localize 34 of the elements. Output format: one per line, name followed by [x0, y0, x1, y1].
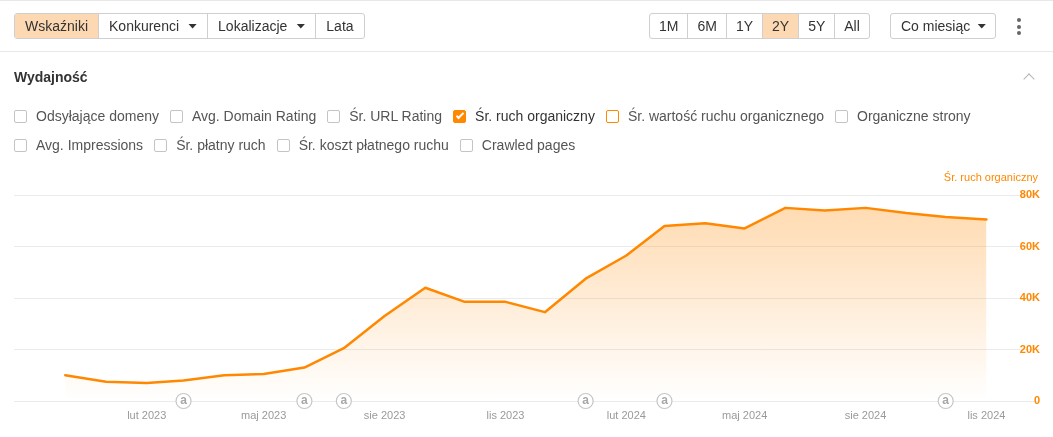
x-tick-label: maj 2023: [241, 408, 287, 421]
text: Śr. URL Rating: [349, 108, 443, 124]
x-tick-label: sie 2023: [363, 408, 406, 421]
y-tick-label: 60K: [1019, 239, 1041, 252]
annotation: a: [661, 392, 669, 407]
x-tick-label: sie 2024: [844, 408, 887, 421]
x-tick-label: lis 2024: [967, 408, 1006, 421]
period-group: 1M 6M 1Y 2Y 5Y All: [649, 13, 870, 39]
x-tick-label: lut 2023: [127, 408, 167, 421]
text: Śr. wartość ruchu organicznego: [627, 108, 825, 124]
x-tick-label: lis 2023: [486, 408, 525, 421]
y-tick-label: 40K: [1019, 291, 1041, 304]
tab-group: Wskaźniki Konkurenci Lokalizacje Lata: [14, 13, 365, 39]
annotation: a: [942, 392, 950, 407]
text: Avg. Domain Rating: [191, 108, 317, 124]
text: Śr. ruch organiczny: [475, 108, 595, 124]
text: Odsyłające domeny: [36, 108, 159, 124]
text: Crawled pages: [481, 137, 576, 153]
dropdown: Co miesiąc: [890, 13, 997, 39]
x-tick-label: lut 2024: [606, 408, 646, 421]
text: Śr. koszt płatnego ruchu: [298, 137, 449, 153]
y-tick-label: 20K: [1019, 342, 1041, 355]
text: Avg. Impressions: [36, 137, 144, 153]
y-tick-label: 0: [1033, 394, 1040, 407]
annotation: a: [180, 392, 188, 407]
text: Organiczne strony: [857, 108, 971, 124]
x-tick-label: maj 2024: [722, 408, 768, 421]
annotation: a: [582, 392, 590, 407]
annotation: a: [301, 392, 309, 407]
y-axis-title: Śr. ruch organiczny: [943, 171, 1039, 184]
y-tick-label: 80K: [1019, 188, 1041, 201]
annotation: a: [340, 392, 348, 407]
chart-title: Wydajność: [14, 68, 88, 86]
text: Śr. płatny ruch: [176, 137, 266, 153]
